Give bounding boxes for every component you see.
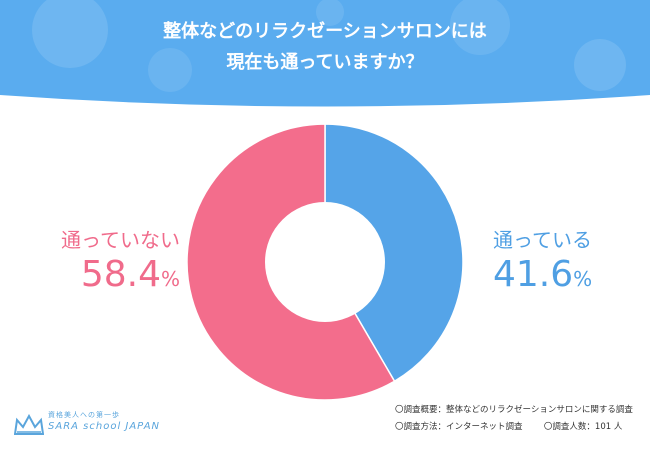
crown-icon	[14, 414, 44, 435]
label-going-value: 41.6%	[493, 255, 643, 295]
page-title: 整体などのリラクゼーションサロンには 現在も通っていますか？	[0, 16, 650, 78]
label-not-going-unit: %	[160, 267, 180, 291]
label-not-going-name: 通っていない	[61, 228, 180, 252]
survey-method: 〇調査方法：インターネット調査	[395, 422, 523, 432]
label-not-going: 通っていない 58.4%	[30, 227, 180, 295]
title-line-1: 整体などのリラクゼーションサロンには	[163, 21, 487, 42]
slice-going	[324, 123, 464, 383]
brand-name: SARA school JAPAN	[48, 421, 161, 432]
header-background	[0, 0, 650, 107]
survey-count: 〇調査人数：101 人	[543, 422, 623, 432]
survey-notes: 〇調査概要：整体などのリラクゼーションサロンに関する調査 〇調査方法：インターネ…	[395, 402, 633, 436]
label-going-unit: %	[573, 267, 593, 291]
donut-hole	[265, 202, 385, 322]
title-line-2: 現在も通っていますか？	[226, 52, 424, 73]
header-banner: 整体などのリラクゼーションサロンには 現在も通っていますか？	[0, 0, 650, 110]
label-going-number: 41.6	[493, 254, 574, 295]
label-not-going-value: 58.4%	[30, 255, 180, 295]
label-going-name: 通っている	[493, 228, 592, 252]
brand-tagline: 資格美人への第一歩	[48, 411, 120, 419]
survey-method-row: 〇調査方法：インターネット調査 〇調査人数：101 人	[395, 419, 633, 436]
label-going: 通っている 41.6%	[493, 227, 643, 295]
label-not-going-number: 58.4	[80, 254, 161, 295]
survey-summary: 〇調査概要：整体などのリラクゼーションサロンに関する調査	[395, 405, 633, 415]
